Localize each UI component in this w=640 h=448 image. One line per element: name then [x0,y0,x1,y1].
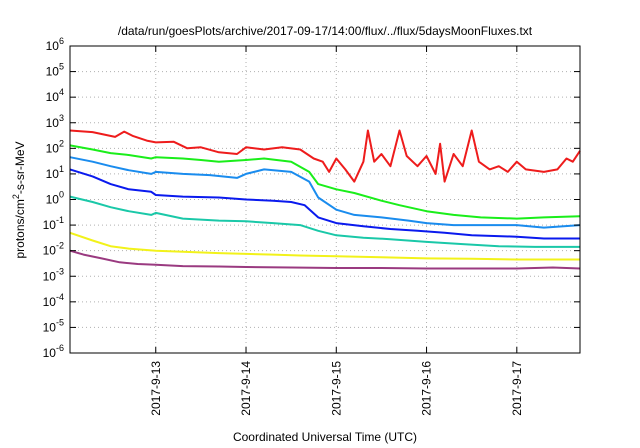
y-axis-label-sup: 2 [11,194,21,199]
y-tick-exp: 3 [59,113,64,123]
series-line-7 [69,249,581,270]
series-line-1 [69,129,581,183]
y-tick-exp: 2 [59,138,64,148]
y-tick-exp: 5 [59,62,64,72]
y-tick-base: 10 [43,218,57,232]
y-axis-label: protons/cm2-s-sr-MeV [11,141,27,258]
y-tick-exp: -6 [56,343,64,353]
y-tick-label: 102 [46,138,64,155]
grid [70,46,580,353]
y-tick-exp: -5 [56,317,64,327]
y-tick-exp: 1 [59,164,64,174]
y-tick-label: 105 [46,62,64,79]
y-axis: 10-610-510-410-310-210-11001011021031041… [43,36,580,360]
y-tick-label: 10-5 [43,317,64,334]
y-tick-label: 10-2 [43,241,64,258]
y-tick-exp: 6 [59,36,64,46]
y-tick-base: 10 [43,269,57,283]
y-tick-label: 101 [46,164,64,181]
series-line-6 [69,231,580,261]
x-axis: 2017-9-13 2017-9-14 2017-9-15 2017-9-16 2017… [149,46,524,416]
y-tick-label: 100 [46,190,64,207]
series-line-2 [69,144,581,220]
y-tick-exp: 0 [59,190,64,200]
y-tick-exp: -3 [56,266,64,276]
series-line-5 [69,195,580,248]
x-tick-label: 2017-9-14 [239,361,253,416]
y-tick-base: 10 [46,167,60,181]
y-tick-label: 103 [46,113,64,130]
x-tick-label: 2017-9-15 [329,361,343,416]
x-tick-label: 2017-9-16 [420,361,434,416]
y-tick-base: 10 [46,65,60,79]
y-tick-base: 10 [43,295,57,309]
y-tick-base: 10 [43,244,57,258]
chart-title: /data/run/goesPlots/archive/2017-09-17/1… [118,24,533,38]
series-line-3 [69,156,581,229]
y-axis-label-rest: -s-sr-MeV [13,141,27,194]
y-tick-base: 10 [43,346,57,360]
y-tick-base: 10 [46,141,60,155]
series-layer [69,129,581,270]
y-tick-label: 10-4 [43,292,64,309]
y-tick-label: 104 [46,87,64,104]
y-tick-base: 10 [46,193,60,207]
y-tick-exp: 4 [59,87,64,97]
x-tick-label: 2017-9-17 [510,361,524,416]
x-tick-label: 2017-9-13 [149,361,163,416]
y-tick-exp: -2 [56,241,64,251]
y-tick-exp: -4 [56,292,64,302]
x-axis-label: Coordinated Universal Time (UTC) [233,430,417,444]
y-axis-label-base: protons/cm [13,199,27,258]
y-tick-base: 10 [46,90,60,104]
y-tick-exp: -1 [56,215,64,225]
y-tick-label: 106 [46,36,64,53]
y-tick-label: 10-6 [43,343,64,360]
series-line-4 [69,168,580,240]
y-tick-base: 10 [43,320,57,334]
y-tick-base: 10 [46,116,60,130]
y-tick-base: 10 [46,39,60,53]
y-tick-label: 10-1 [43,215,64,232]
y-tick-label: 10-3 [43,266,64,283]
